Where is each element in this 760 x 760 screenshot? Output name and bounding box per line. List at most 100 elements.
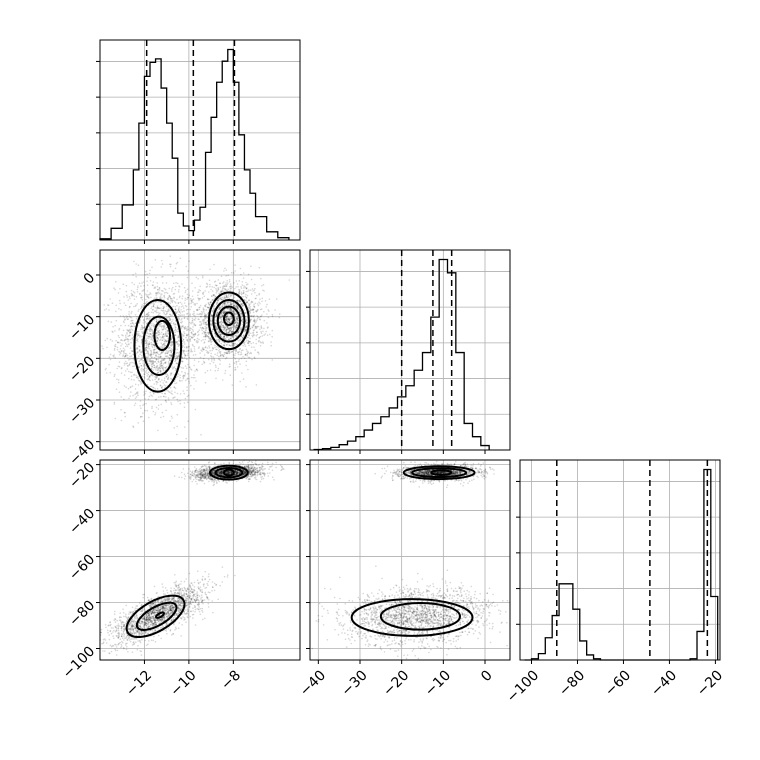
scatter-point xyxy=(147,335,149,338)
scatter-point xyxy=(220,298,223,301)
scatter-point xyxy=(253,334,255,337)
scatter-point xyxy=(158,333,160,336)
scatter-point xyxy=(126,296,128,298)
scatter-point xyxy=(245,329,247,332)
scatter-point xyxy=(154,398,157,401)
scatter-point xyxy=(117,334,120,337)
scatter-point xyxy=(147,342,149,345)
scatter-point xyxy=(253,289,255,292)
scatter-point xyxy=(209,285,211,288)
scatter-point xyxy=(245,299,247,302)
scatter-point xyxy=(219,286,222,289)
scatter-point xyxy=(199,285,201,288)
scatter-point xyxy=(238,291,241,293)
scatter-point xyxy=(227,294,230,297)
scatter-point xyxy=(237,285,239,288)
scatter-point xyxy=(173,616,175,619)
scatter-point xyxy=(223,285,226,287)
scatter-point xyxy=(174,391,176,394)
scatter-point xyxy=(186,378,188,380)
scatter-point xyxy=(156,306,159,309)
scatter-point xyxy=(124,360,127,363)
scatter-point xyxy=(245,329,247,331)
scatter-point xyxy=(230,317,233,320)
scatter-point xyxy=(239,300,241,303)
scatter-point xyxy=(232,342,234,345)
scatter-point xyxy=(161,335,164,338)
scatter-point xyxy=(170,263,172,266)
scatter-point xyxy=(175,285,177,288)
scatter-point xyxy=(201,313,203,316)
scatter-point xyxy=(245,287,248,289)
scatter-point xyxy=(219,334,222,337)
scatter-point xyxy=(113,355,115,358)
scatter-point xyxy=(153,344,155,347)
scatter-point xyxy=(177,337,179,339)
scatter-point xyxy=(185,336,187,339)
scatter-point xyxy=(121,343,123,345)
scatter-point xyxy=(161,346,163,349)
scatter-point xyxy=(248,356,251,359)
scatter-point xyxy=(176,425,178,428)
scatter-point xyxy=(128,363,131,366)
scatter-point xyxy=(223,335,225,338)
scatter-point xyxy=(149,355,152,357)
scatter-point xyxy=(165,401,168,403)
scatter-point xyxy=(129,355,131,358)
scatter-point xyxy=(237,360,240,363)
scatter-point xyxy=(136,376,138,379)
scatter-point xyxy=(216,328,218,331)
scatter-point xyxy=(236,317,238,320)
scatter-point xyxy=(124,411,126,414)
scatter-point xyxy=(175,320,177,322)
scatter-point xyxy=(137,330,140,333)
scatter-point xyxy=(247,342,250,344)
scatter-point xyxy=(201,326,204,329)
scatter-point xyxy=(114,330,116,332)
scatter-point xyxy=(205,321,208,323)
scatter-point xyxy=(229,302,232,305)
scatter-point xyxy=(176,413,179,416)
scatter-point xyxy=(132,365,134,368)
scatter-point xyxy=(139,334,141,337)
scatter-point xyxy=(167,319,170,322)
scatter-point xyxy=(240,303,242,306)
scatter-point xyxy=(153,344,155,347)
scatter-point xyxy=(258,293,260,296)
scatter-point xyxy=(217,287,219,289)
scatter-point xyxy=(180,327,183,330)
scatter-point xyxy=(145,369,148,372)
scatter-point xyxy=(190,349,192,352)
scatter-point xyxy=(144,371,147,373)
scatter-point xyxy=(237,315,239,318)
scatter-point xyxy=(152,334,154,337)
scatter-point xyxy=(245,293,247,296)
scatter-point xyxy=(253,320,256,323)
scatter-point xyxy=(140,294,143,297)
scatter-point xyxy=(215,315,218,318)
scatter-point xyxy=(146,295,148,298)
scatter-point xyxy=(189,313,191,315)
scatter-point xyxy=(119,641,121,644)
scatter-point xyxy=(258,339,260,342)
scatter-point xyxy=(104,368,107,371)
scatter-point xyxy=(253,318,256,321)
scatter-point xyxy=(220,312,223,315)
scatter-point xyxy=(197,318,199,320)
scatter-point xyxy=(226,576,229,578)
scatter-point xyxy=(186,276,189,279)
scatter-point xyxy=(214,344,216,347)
scatter-point xyxy=(123,411,126,414)
scatter-point xyxy=(165,332,168,335)
scatter-point xyxy=(240,312,242,315)
scatter-point xyxy=(155,358,157,360)
scatter-point xyxy=(142,359,144,362)
scatter-point xyxy=(139,641,142,644)
scatter-point xyxy=(153,349,155,351)
scatter-point xyxy=(236,306,239,309)
scatter-point xyxy=(143,288,145,291)
scatter-point xyxy=(235,313,238,315)
scatter-point xyxy=(204,317,207,320)
scatter-point xyxy=(174,367,177,370)
scatter-point xyxy=(204,371,207,374)
